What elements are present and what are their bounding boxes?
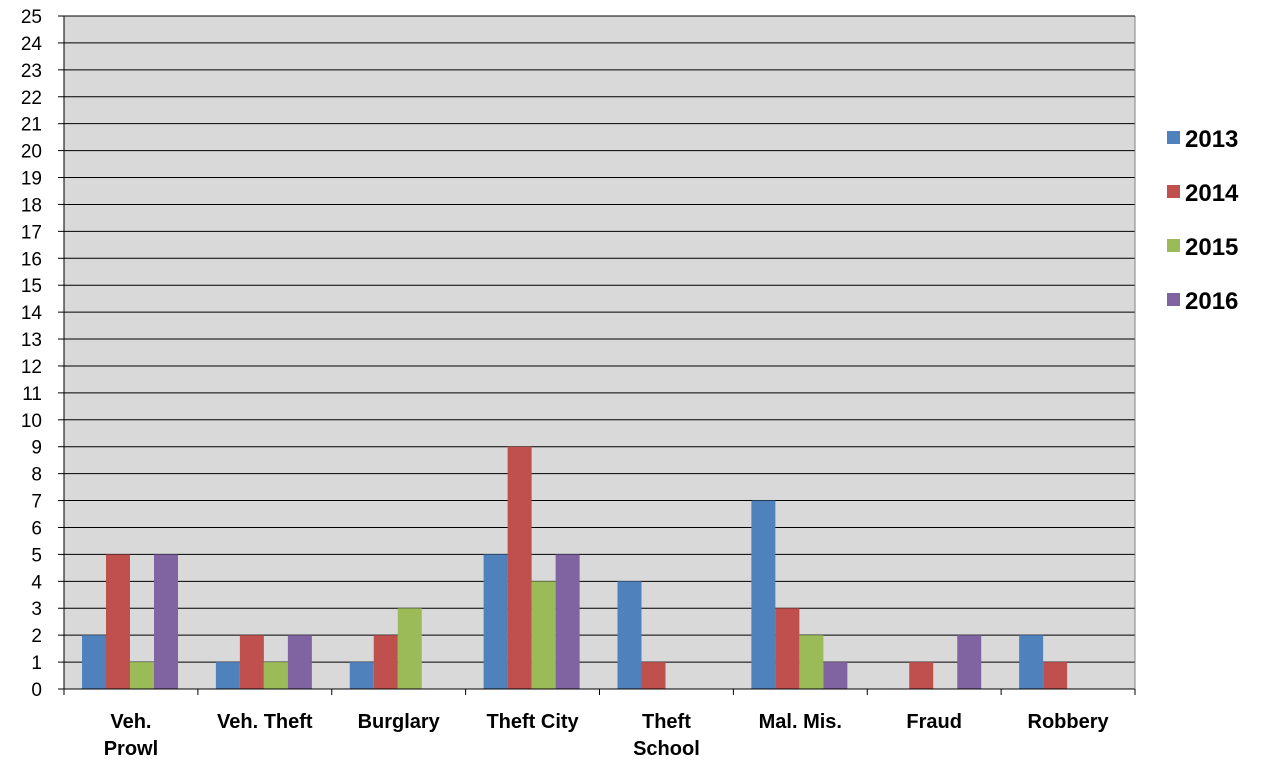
y-tick-label: 16 (21, 249, 42, 270)
x-tick-label: Veh. Theft (217, 711, 313, 733)
bar-2015 (130, 662, 154, 689)
legend-label-2013: 2013 (1185, 126, 1238, 153)
x-tick-label-line: Veh. (110, 711, 151, 733)
x-tick-label: Mal. Mis. (759, 711, 842, 733)
legend-label-2015: 2015 (1185, 234, 1238, 261)
bar-2013 (751, 500, 776, 689)
y-tick-label: 15 (21, 276, 42, 297)
bar-2016 (555, 554, 580, 689)
bar-2013 (617, 581, 642, 689)
y-tick-label: 23 (21, 61, 42, 82)
y-tick-label: 21 (21, 115, 42, 136)
x-axis-ticks: Veh. Prowl Veh. Theft Burglary Theft City The… (63, 689, 1136, 760)
y-tick-label: 1 (31, 653, 42, 674)
bar-2015 (263, 662, 288, 689)
y-tick-label: 4 (31, 572, 42, 593)
y-tick-label: 3 (31, 599, 42, 620)
x-tick-label-line: Fraud (906, 711, 962, 733)
y-tick-label: 8 (31, 465, 42, 486)
y-tick-label: 2 (31, 626, 42, 647)
y-tick-label: 14 (21, 303, 43, 324)
legend-swatch-2015 (1167, 239, 1180, 252)
x-tick-label-line: Robbery (1028, 711, 1110, 733)
y-tick-label: 5 (31, 545, 42, 566)
y-tick-label: 7 (31, 492, 42, 513)
bar-2015 (799, 635, 824, 689)
legend-swatch-2014 (1167, 185, 1180, 198)
y-tick-label: 0 (31, 680, 42, 701)
bar-2014 (909, 662, 934, 689)
bar-2015 (397, 608, 422, 689)
bar-2016 (154, 554, 178, 689)
x-tick-label: Fraud (906, 711, 962, 733)
y-tick-label: 18 (21, 195, 42, 216)
y-tick-label: 9 (31, 438, 42, 459)
x-tick-label-line: Mal. Mis. (759, 711, 842, 733)
x-tick-label: Robbery (1028, 711, 1110, 733)
x-tick-label-line: Theft City (486, 711, 579, 733)
y-tick-label: 19 (21, 169, 42, 190)
legend-label-2016: 2016 (1185, 288, 1238, 315)
x-tick-label-line: School (633, 738, 700, 760)
bars (82, 446, 1068, 689)
bar-2013 (215, 662, 240, 689)
bar-2016 (957, 635, 982, 689)
x-tick-label-line: Theft (642, 711, 691, 733)
legend-label-2014: 2014 (1185, 180, 1239, 207)
y-tick-label: 11 (22, 384, 42, 405)
y-tick-label: 25 (21, 7, 42, 28)
y-tick-label: 24 (21, 34, 43, 55)
x-tick-label: Veh. Prowl (104, 711, 158, 760)
legend: 2013 2014 2015 2016 (1167, 126, 1239, 315)
plot-area (64, 16, 1135, 689)
y-axis-ticks: 0123456789101112131415161718192021222324… (21, 7, 64, 701)
bar-2016 (287, 635, 312, 689)
y-tick-label: 17 (21, 222, 42, 243)
x-tick-label-line: Prowl (104, 738, 158, 760)
legend-swatch-2016 (1167, 293, 1180, 306)
y-tick-label: 10 (21, 411, 42, 432)
x-tick-label-line: Burglary (358, 711, 441, 733)
bar-2014 (106, 554, 130, 689)
x-tick-label: Burglary (358, 711, 441, 733)
bar-2014 (239, 635, 264, 689)
bar-2014 (1043, 662, 1068, 689)
bar-2014 (507, 446, 532, 689)
bar-2013 (1019, 635, 1044, 689)
x-tick-label-line: Veh. Theft (217, 711, 313, 733)
x-tick-label: Theft City (486, 711, 579, 733)
bar-2013 (483, 554, 508, 689)
y-tick-label: 22 (21, 88, 42, 109)
y-tick-label: 6 (31, 518, 42, 539)
bar-2013 (349, 662, 374, 689)
y-tick-label: 20 (21, 142, 42, 163)
bar-2016 (823, 662, 848, 689)
y-tick-label: 12 (21, 357, 42, 378)
x-tick-label: Theft School (633, 711, 700, 760)
bar-2014 (641, 662, 666, 689)
bar-2015 (531, 581, 556, 689)
bar-2014 (775, 608, 800, 689)
bar-2013 (82, 635, 106, 689)
legend-swatch-2013 (1167, 131, 1180, 144)
bar-2014 (373, 635, 398, 689)
y-tick-label: 13 (21, 330, 42, 351)
